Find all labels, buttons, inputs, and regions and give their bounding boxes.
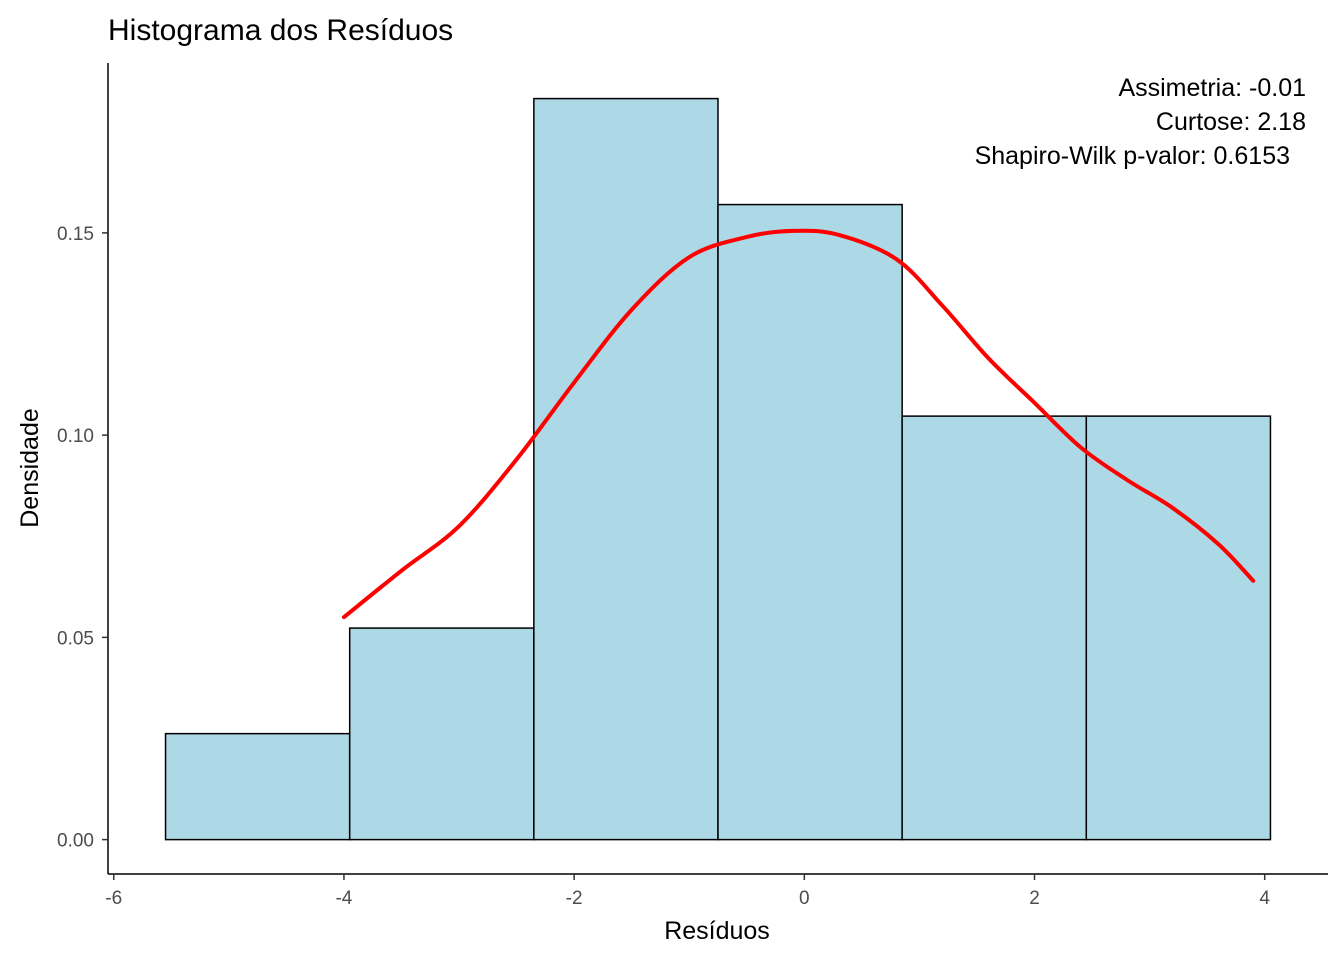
stats-annotations: Assimetria: -0.01 Curtose: 2.18 Shapiro-… — [975, 74, 1306, 170]
x-tick-label: 0 — [799, 888, 810, 909]
x-axis-label: Resíduos — [664, 917, 770, 945]
y-tick-label: 0.00 — [57, 831, 94, 852]
histogram-bar-6 — [1085, 415, 1272, 841]
x-tick-label: 2 — [1029, 888, 1040, 909]
x-tick-label: -2 — [566, 888, 583, 909]
annotation-shapiro-wilk: Shapiro-Wilk p-valor: 0.6153 — [975, 142, 1290, 170]
histogram-bar-4 — [717, 203, 903, 841]
histogram-bar-3 — [533, 97, 719, 841]
x-tick-label: -6 — [105, 888, 122, 909]
x-tick-label: -4 — [335, 888, 352, 909]
x-tick-label: 4 — [1259, 888, 1270, 909]
y-axis-label: Densidade — [16, 408, 44, 528]
x-axis-ticks: -6 -4 -2 0 2 4 — [105, 874, 1270, 909]
chart-title: Histograma dos Resíduos — [108, 14, 453, 47]
y-tick-label: 0.05 — [57, 628, 94, 649]
histogram-bars — [164, 97, 1272, 841]
y-tick-label: 0.15 — [57, 224, 94, 245]
density-curve — [341, 228, 1256, 620]
annotation-skewness: Assimetria: -0.01 — [1118, 74, 1306, 102]
y-axis-ticks: 0.00 0.05 0.10 0.15 — [57, 224, 108, 852]
histogram-bar-1 — [164, 732, 351, 841]
histogram-bar-5 — [901, 415, 1088, 841]
annotation-kurtosis: Curtose: 2.18 — [1156, 108, 1306, 136]
y-tick-label: 0.10 — [57, 426, 94, 447]
histogram-bar-2 — [348, 627, 535, 841]
